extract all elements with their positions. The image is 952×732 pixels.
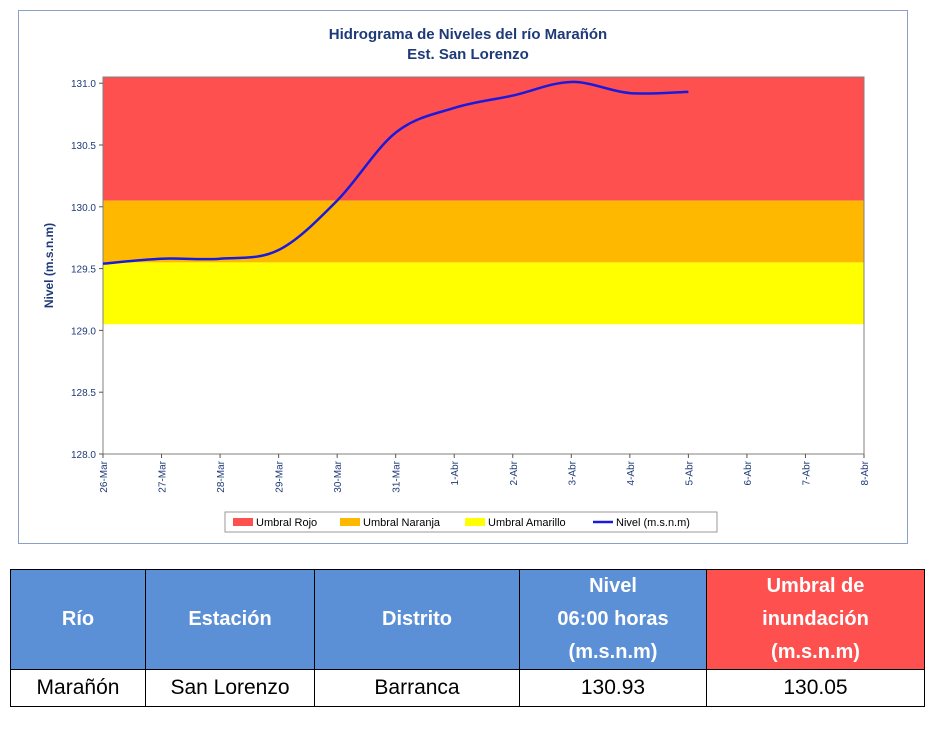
legend-swatch-0 bbox=[233, 518, 253, 526]
header-estacion: Estación bbox=[145, 569, 315, 670]
threshold-band-2 bbox=[103, 262, 864, 325]
y-tick-label: 130.5 bbox=[71, 141, 96, 152]
legend-label-1: Umbral Naranja bbox=[363, 517, 441, 529]
y-tick-label: 129.5 bbox=[71, 265, 96, 276]
y-tick-label: 129.0 bbox=[71, 326, 96, 337]
cell-distrito: Barranca bbox=[314, 669, 520, 707]
legend-label-2: Umbral Amarillo bbox=[488, 517, 566, 529]
x-tick-label: 27-Mar bbox=[158, 460, 169, 492]
x-tick-label: 7-Abr bbox=[801, 460, 812, 485]
x-tick-label: 2-Abr bbox=[509, 460, 520, 485]
legend-label-3: Nivel (m.s.n.m) bbox=[616, 517, 690, 529]
x-tick-label: 26-Mar bbox=[99, 460, 110, 492]
chart-frame: Hidrograma de Niveles del río Marañón Est… bbox=[18, 10, 908, 544]
series-line-nivel bbox=[102, 80, 689, 265]
x-tick-label: 3-Abr bbox=[567, 460, 578, 485]
table-row: Marañón San Lorenzo Barranca 130.93 130.… bbox=[10, 669, 925, 707]
threshold-band-0 bbox=[103, 77, 864, 201]
x-tick-label: 28-Mar bbox=[216, 460, 227, 492]
x-tick-label: 4-Abr bbox=[626, 460, 637, 485]
plot-area bbox=[102, 76, 865, 455]
y-tick-label: 128.0 bbox=[71, 450, 96, 461]
x-tick-label: 8-Abr bbox=[860, 460, 871, 485]
hydrograph-chart: Hidrograma de Niveles del río Marañón Est… bbox=[42, 26, 871, 533]
x-tick-label: 31-Mar bbox=[392, 460, 403, 492]
table-header-row: Río Estación Distrito Nivel 06:00 horas … bbox=[10, 569, 925, 670]
x-tick-label: 6-Abr bbox=[743, 460, 754, 485]
x-tick-label: 5-Abr bbox=[684, 460, 695, 485]
station-table: Río Estación Distrito Nivel 06:00 horas … bbox=[10, 569, 925, 707]
y-tick-label: 131.0 bbox=[71, 79, 96, 90]
legend-label-0: Umbral Rojo bbox=[256, 517, 317, 529]
header-distrito: Distrito bbox=[314, 569, 520, 670]
x-tick-label: 30-Mar bbox=[333, 460, 344, 492]
x-tick-label: 29-Mar bbox=[275, 460, 286, 492]
cell-umbral: 130.05 bbox=[706, 669, 925, 707]
threshold-band-1 bbox=[103, 200, 864, 263]
y-tick-label: 128.5 bbox=[71, 388, 96, 399]
header-umbral: Umbral de inundación (m.s.n.m) bbox=[706, 569, 925, 670]
cell-estacion: San Lorenzo bbox=[145, 669, 315, 707]
legend-swatch-1 bbox=[340, 518, 360, 526]
cell-rio: Marañón bbox=[10, 669, 146, 707]
header-nivel: Nivel 06:00 horas (m.s.n.m) bbox=[519, 569, 707, 670]
cell-nivel: 130.93 bbox=[519, 669, 707, 707]
chart-title: Hidrograma de Niveles del río Marañón bbox=[329, 26, 607, 43]
header-rio: Río bbox=[10, 569, 146, 670]
y-axis-label: Nivel (m.s.n.m) bbox=[42, 223, 56, 308]
x-tick-label: 1-Abr bbox=[450, 460, 461, 485]
chart-subtitle: Est. San Lorenzo bbox=[407, 46, 529, 63]
y-tick-label: 130.0 bbox=[71, 203, 96, 214]
legend-swatch-2 bbox=[465, 518, 485, 526]
